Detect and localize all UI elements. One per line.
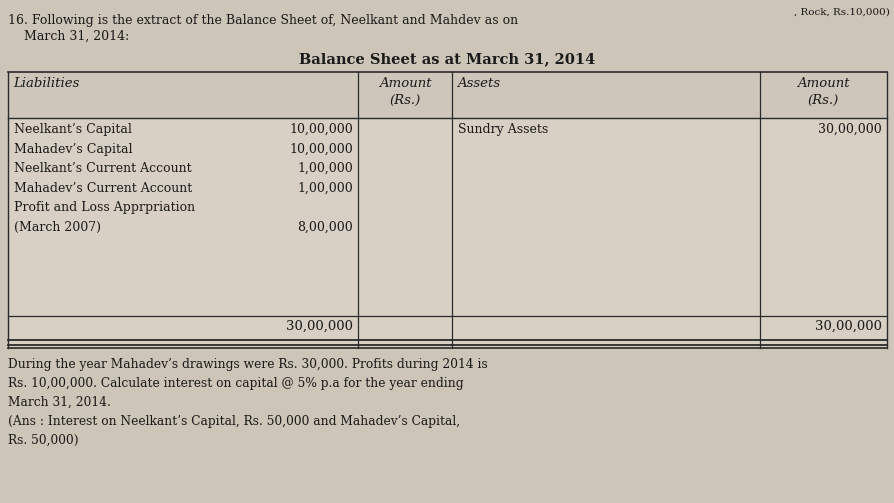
Text: Mahadev’s Capital: Mahadev’s Capital: [14, 142, 132, 155]
Text: Profit and Loss Apprpriation: Profit and Loss Apprpriation: [14, 201, 195, 214]
Text: Mahadev’s Current Account: Mahadev’s Current Account: [14, 182, 192, 195]
Text: 8,00,000: 8,00,000: [297, 220, 352, 233]
Text: (March 2007): (March 2007): [14, 220, 101, 233]
Text: (Rs.): (Rs.): [389, 94, 420, 107]
Text: During the year Mahadev’s drawings were Rs. 30,000. Profits during 2014 is: During the year Mahadev’s drawings were …: [8, 358, 487, 371]
Text: Balance Sheet as at March 31, 2014: Balance Sheet as at March 31, 2014: [299, 52, 595, 66]
Text: March 31, 2014:: March 31, 2014:: [8, 30, 129, 43]
Text: Amount: Amount: [797, 77, 849, 90]
Text: Amount: Amount: [378, 77, 431, 90]
Text: (Ans : Interest on Neelkant’s Capital, Rs. 50,000 and Mahadev’s Capital,: (Ans : Interest on Neelkant’s Capital, R…: [8, 415, 460, 428]
Bar: [8, 72, 886, 118]
Text: Neelkant’s Capital: Neelkant’s Capital: [14, 123, 131, 136]
Text: 1,00,000: 1,00,000: [297, 162, 352, 175]
Text: Sundry Assets: Sundry Assets: [458, 123, 548, 136]
Text: Rs. 10,00,000. Calculate interest on capital @ 5% p.a for the year ending: Rs. 10,00,000. Calculate interest on cap…: [8, 377, 463, 390]
Text: 10,00,000: 10,00,000: [289, 142, 352, 155]
Text: (Rs.): (Rs.): [807, 94, 839, 107]
Text: 30,00,000: 30,00,000: [817, 123, 881, 136]
Bar: [8, 72, 886, 348]
Text: Neelkant’s Current Account: Neelkant’s Current Account: [14, 162, 191, 175]
Text: Liabilities: Liabilities: [13, 77, 80, 90]
Text: Assets: Assets: [457, 77, 500, 90]
Text: 16. Following is the extract of the Balance Sheet of, Neelkant and Mahdev as on: 16. Following is the extract of the Bala…: [8, 14, 518, 27]
Text: Rs. 50,000): Rs. 50,000): [8, 434, 79, 447]
Text: 1,00,000: 1,00,000: [297, 182, 352, 195]
Text: 30,00,000: 30,00,000: [814, 320, 881, 333]
Text: 10,00,000: 10,00,000: [289, 123, 352, 136]
Text: 30,00,000: 30,00,000: [286, 320, 352, 333]
Text: March 31, 2014.: March 31, 2014.: [8, 396, 111, 409]
Text: , Rock, Rs.10,000): , Rock, Rs.10,000): [793, 8, 889, 17]
